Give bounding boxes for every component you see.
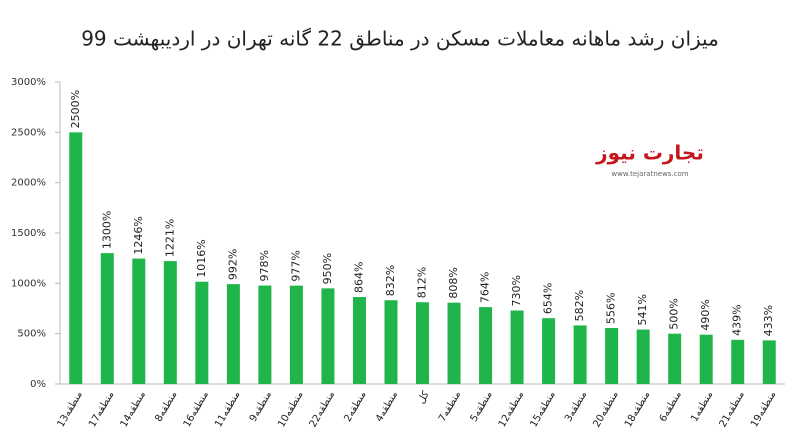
x-tick-label: منطقه5 (469, 389, 495, 423)
x-tick-label: منطقه18 (623, 390, 652, 430)
x-tick-label: منطقه7 (437, 390, 463, 424)
logo: تجارت نیوز www.tejaratnews.com (595, 141, 704, 179)
value-label: 2500% (69, 90, 82, 128)
value-label: 1221% (163, 219, 176, 257)
value-label: 864% (352, 262, 365, 293)
value-label: 490% (699, 299, 712, 330)
value-label: 730% (510, 275, 523, 306)
bar (573, 325, 587, 384)
x-tick-label: منطقه10 (276, 390, 305, 430)
bar (226, 284, 240, 384)
x-tick-label: منطقه14 (119, 390, 148, 430)
y-tick-label: 0% (30, 379, 46, 390)
chart-title: میزان رشد ماهانه معاملات مسکن در مناطق 2… (81, 27, 719, 51)
value-label: 439% (731, 304, 744, 335)
x-tick-label: منطقه2 (342, 390, 368, 424)
value-label: 1246% (132, 216, 145, 254)
bar (731, 339, 745, 384)
value-label: 500% (668, 298, 681, 329)
value-label: 950% (321, 253, 334, 284)
bar (258, 285, 272, 384)
bar (352, 297, 366, 384)
bar (447, 302, 461, 384)
y-tick-label: 500% (17, 329, 46, 340)
logo-url: www.tejaratnews.com (611, 170, 688, 178)
value-label: 977% (289, 250, 302, 281)
x-tick-label: منطقه19 (749, 390, 778, 430)
value-label: 832% (384, 265, 397, 296)
bar (289, 285, 303, 384)
x-tick-label: منطقه15 (528, 390, 557, 430)
bar (416, 302, 429, 384)
bar (100, 253, 114, 384)
value-label: 808% (447, 267, 460, 298)
bar (69, 132, 83, 384)
y-tick-label: 1000% (11, 278, 46, 289)
bar (762, 340, 776, 384)
x-tick-label: منطقه9 (248, 390, 274, 424)
x-tick-label: منطقه6 (658, 390, 684, 424)
bar (542, 318, 556, 384)
y-tick-label: 2500% (11, 127, 46, 138)
bar (510, 310, 524, 384)
value-label: 1016% (195, 239, 208, 277)
value-label: 978% (258, 250, 271, 281)
x-tick-label: منطقه8 (153, 390, 179, 424)
bar (195, 281, 209, 384)
x-tick-label: منطقه22 (308, 390, 337, 430)
value-label: 556% (605, 293, 618, 324)
bar (132, 258, 146, 384)
value-label: 582% (573, 290, 586, 321)
logo-name: تجارت نیوز (595, 141, 704, 165)
x-tick-label: منطقه12 (497, 390, 526, 430)
bar (163, 261, 177, 384)
x-tick-label: منطقه21 (718, 390, 747, 430)
value-label: 992% (226, 249, 239, 280)
x-tick-label: منطقه1 (689, 390, 715, 424)
value-label: 812% (416, 267, 429, 298)
x-tick-label: منطقه20 (591, 390, 620, 430)
bar (605, 328, 619, 384)
x-tick-label: منطقه16 (182, 390, 211, 430)
x-tick-label: منطقه4 (374, 390, 400, 424)
bar (321, 288, 335, 384)
bar (668, 333, 682, 384)
x-tick-label: منطقه13 (56, 390, 85, 430)
bar (384, 300, 398, 384)
bar (699, 334, 713, 384)
bar (479, 307, 493, 384)
value-label: 764% (479, 272, 492, 303)
y-tick-label: 3000% (11, 77, 46, 88)
y-tick-label: 1500% (11, 228, 46, 239)
value-label: 1300% (100, 211, 113, 249)
value-label: 541% (636, 294, 649, 325)
x-tick-label: کل (416, 389, 432, 405)
x-tick-label: منطقه3 (563, 390, 589, 424)
y-tick-label: 2000% (11, 178, 46, 189)
bar (636, 329, 650, 384)
value-label: 654% (542, 283, 555, 314)
x-tick-label: منطقه11 (213, 390, 242, 430)
value-label: 433% (762, 305, 775, 336)
x-tick-label: منطقه17 (87, 390, 116, 430)
